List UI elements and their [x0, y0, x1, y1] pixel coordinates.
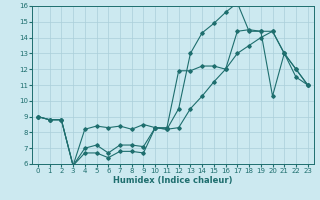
X-axis label: Humidex (Indice chaleur): Humidex (Indice chaleur): [113, 176, 233, 185]
